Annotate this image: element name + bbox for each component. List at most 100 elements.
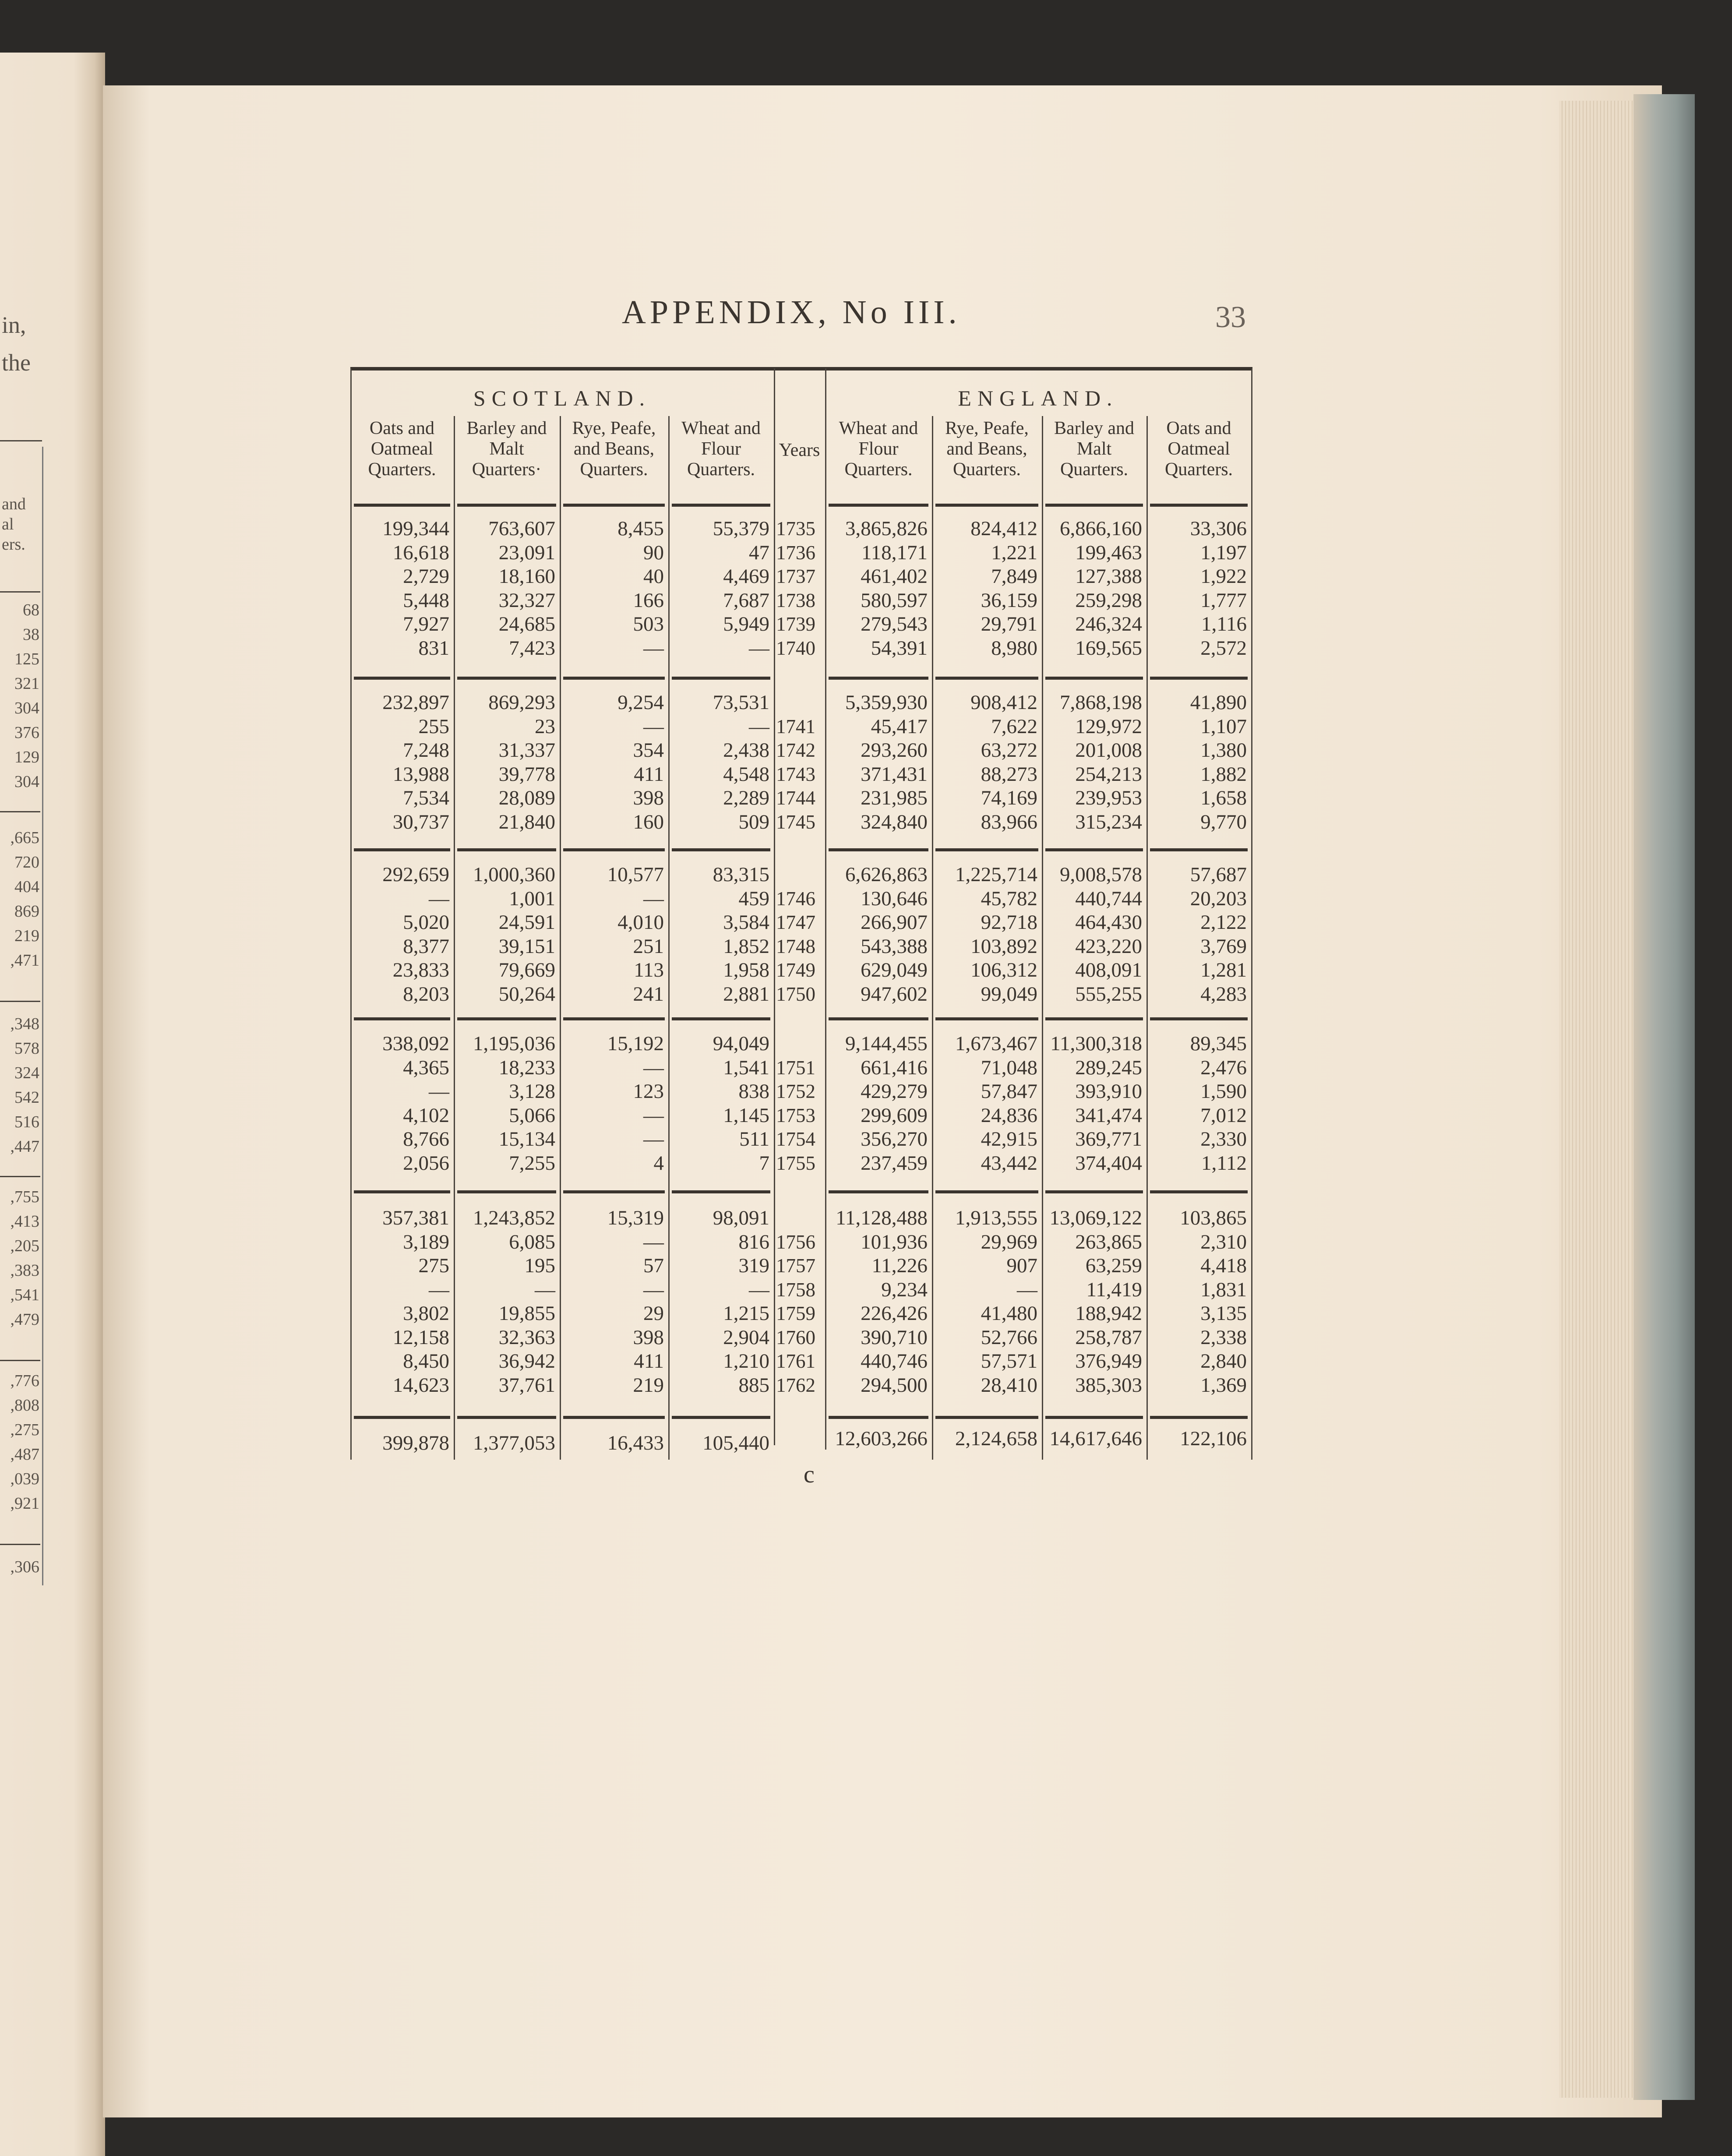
table-cell: 7,927 xyxy=(403,613,449,635)
column-header-line: Wheat and xyxy=(681,418,761,438)
table-cell: 1,210 xyxy=(723,1350,769,1373)
table-cell: 831 xyxy=(418,636,450,660)
table-cell: 374,404 xyxy=(1075,1151,1142,1175)
table-cell: — xyxy=(749,1278,769,1301)
year-cell: 1749 xyxy=(776,959,815,981)
table-cell: 13,988 xyxy=(392,762,449,786)
table-cell: 52,766 xyxy=(981,1326,1037,1349)
section-rule xyxy=(829,1017,928,1020)
table-cell: 37,761 xyxy=(498,1373,555,1397)
table-cell: 63,259 xyxy=(1085,1254,1142,1277)
column-header: Barley and Malt Quarters· xyxy=(454,418,560,480)
section-rule xyxy=(1045,1017,1143,1020)
table-cell: 254,213 xyxy=(1075,762,1142,786)
table-cell: 369,771 xyxy=(1075,1128,1142,1150)
table-cell: 8,203 xyxy=(403,982,449,1006)
section-rule xyxy=(1045,1190,1143,1193)
table-cell: 376,949 xyxy=(1075,1350,1142,1373)
table-cell: — xyxy=(643,715,664,738)
table-cell: 15,134 xyxy=(498,1128,555,1150)
section-rule xyxy=(1045,1416,1143,1419)
table-cell: 9,254 xyxy=(617,691,664,714)
table-cell: 73,531 xyxy=(713,691,769,714)
column-header-line: Barley and xyxy=(1054,418,1135,438)
year-cell: 1747 xyxy=(776,911,815,933)
left-page-number: 304 xyxy=(14,773,39,791)
left-page-number: ,808 xyxy=(10,1396,40,1415)
left-page-number: 720 xyxy=(14,853,39,872)
table-cell: 907 xyxy=(1006,1254,1038,1277)
table-cell: 7,012 xyxy=(1200,1104,1247,1127)
table-cell: 241 xyxy=(633,982,664,1006)
table-cell: 36,942 xyxy=(498,1350,555,1373)
left-page-number: 68 xyxy=(23,601,39,619)
table-cell: 57 xyxy=(643,1254,664,1277)
table-cell: 99,049 xyxy=(981,982,1037,1006)
table-cell: 88,273 xyxy=(981,762,1037,786)
table-cell: 9,770 xyxy=(1200,810,1247,833)
table-cell: 4,469 xyxy=(723,565,769,588)
table-cell: 1,001 xyxy=(509,887,555,910)
table-cell: 23,091 xyxy=(498,541,555,564)
year-cell: 1741 xyxy=(776,715,815,737)
table-cell: 5,448 xyxy=(403,589,449,612)
left-page xyxy=(0,53,105,2156)
year-cell: 1743 xyxy=(776,763,815,785)
table-cell: 398 xyxy=(633,787,664,809)
table-cell: 459 xyxy=(738,887,770,910)
column-header: Oats and Oatmeal Quarters. xyxy=(350,418,454,480)
table-cell: 89,345 xyxy=(1190,1032,1247,1055)
year-cell: 1744 xyxy=(776,787,815,809)
table-cell: 1,221 xyxy=(991,541,1037,564)
section-rule xyxy=(354,1017,450,1020)
section-rule xyxy=(354,1190,450,1193)
left-page-rule xyxy=(0,591,40,593)
table-cell: 251 xyxy=(633,935,664,958)
table-cell: 289,245 xyxy=(1075,1056,1142,1079)
section-rule xyxy=(935,848,1038,851)
column-header-line: Flour xyxy=(701,439,741,459)
table-cell: 1,831 xyxy=(1200,1278,1247,1301)
table-cell: 63,272 xyxy=(981,739,1037,762)
total-cell: 105,440 xyxy=(702,1432,769,1454)
table-cell: 14,623 xyxy=(392,1373,449,1397)
year-cell: 1761 xyxy=(776,1350,815,1372)
table-cell: 324,840 xyxy=(861,810,928,833)
table-cell: 5,066 xyxy=(509,1104,555,1127)
table-cell: 411 xyxy=(634,1350,664,1373)
table-cell: 1,243,852 xyxy=(473,1207,555,1229)
table-cell: 18,160 xyxy=(498,565,555,588)
table-cell: 429,279 xyxy=(861,1080,928,1103)
year-cell: 1748 xyxy=(776,935,815,957)
table-cell: 43,442 xyxy=(981,1151,1037,1175)
table-cell: 21,840 xyxy=(498,810,555,833)
table-cell: 294,500 xyxy=(861,1373,928,1397)
year-cell: 1740 xyxy=(776,637,815,659)
table-cell: 341,474 xyxy=(1075,1104,1142,1127)
table-cell: 237,459 xyxy=(861,1151,928,1175)
section-rule xyxy=(1045,677,1143,680)
year-cell: 1738 xyxy=(776,589,815,611)
table-cell: 1,777 xyxy=(1200,589,1247,612)
table-cell: 4,102 xyxy=(403,1104,449,1127)
signature-mark: c xyxy=(804,1461,815,1488)
table-column-divider xyxy=(560,416,561,1460)
column-header-line: Barley and xyxy=(466,418,547,438)
table-cell: 4,418 xyxy=(1200,1254,1247,1277)
table-cell: 15,192 xyxy=(607,1032,664,1055)
total-cell: 122,106 xyxy=(1180,1427,1247,1450)
section-rule xyxy=(563,1416,665,1419)
section-rule xyxy=(1045,848,1143,851)
column-header: Rye, Peafe, and Beans, Quarters. xyxy=(932,418,1042,480)
table-cell: 160 xyxy=(633,810,664,833)
table-cell: 408,091 xyxy=(1075,959,1142,981)
table-cell: 41,480 xyxy=(981,1302,1037,1325)
table-cell: 2,729 xyxy=(403,565,449,588)
table-cell: 338,092 xyxy=(382,1032,449,1055)
table-cell: 3,128 xyxy=(509,1080,555,1103)
left-page-number: ,471 xyxy=(10,951,40,970)
table-cell: 28,410 xyxy=(981,1373,1037,1397)
column-header-line: Rye, Peafe, xyxy=(945,418,1029,438)
section-rule xyxy=(1150,677,1248,680)
table-cell: 7,849 xyxy=(991,565,1037,588)
